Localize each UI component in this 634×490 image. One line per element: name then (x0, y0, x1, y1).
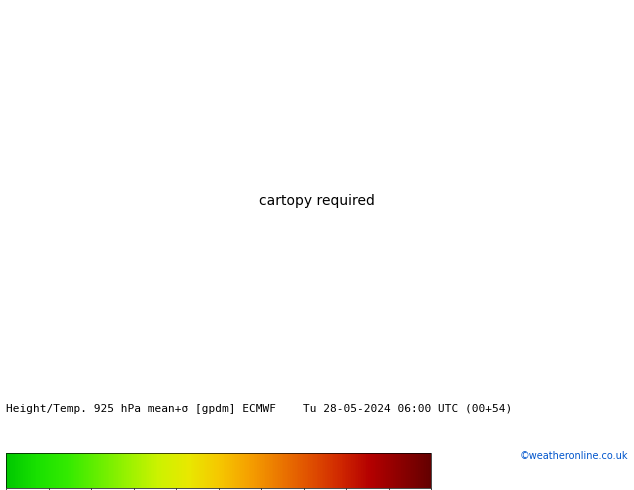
Text: Height/Temp. 925 hPa mean+σ [gpdm] ECMWF    Tu 28-05-2024 06:00 UTC (00+54): Height/Temp. 925 hPa mean+σ [gpdm] ECMWF… (6, 404, 513, 415)
Text: cartopy required: cartopy required (259, 194, 375, 208)
Text: ©weatheronline.co.uk: ©weatheronline.co.uk (519, 451, 628, 462)
